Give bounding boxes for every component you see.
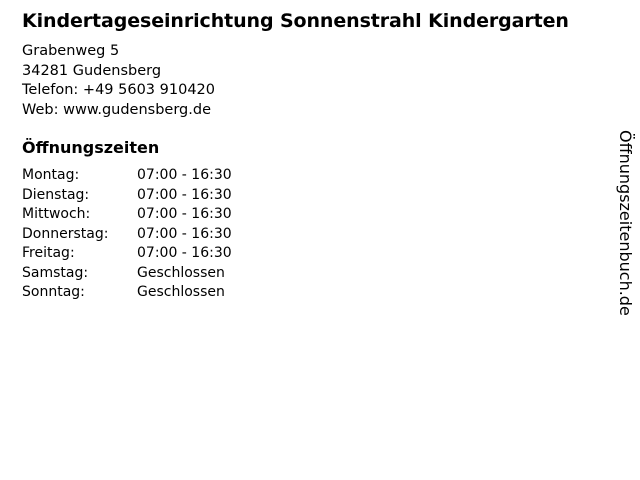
day-label: Samstag: <box>22 264 89 281</box>
day-hours: Geschlossen <box>137 284 225 300</box>
day-label: Freitag: <box>22 245 75 261</box>
address-block: Grabenweg 5 34281 Gudensberg Telefon: +4… <box>22 42 602 120</box>
address-phone: Telefon: +49 5603 910420 <box>22 82 215 98</box>
table-row: Mittwoch: 07:00 - 16:30 <box>22 205 297 225</box>
table-row: Freitag: 07:00 - 16:30 <box>22 244 297 264</box>
address-street: Grabenweg 5 <box>22 43 120 59</box>
day-label: Donnerstag: <box>22 225 109 242</box>
address-city: 34281 Gudensberg <box>22 62 162 79</box>
day-hours: 07:00 - 16:30 <box>137 245 232 261</box>
opening-hours-body: Montag: 07:00 - 16:30 Dienstag: 07:00 - … <box>22 166 297 303</box>
day-hours: 07:00 - 16:30 <box>137 186 232 203</box>
watermark: Öffnungszeitenbuch.de <box>612 130 638 340</box>
opening-hours-table: Montag: 07:00 - 16:30 Dienstag: 07:00 - … <box>22 166 297 303</box>
page-title: Kindertageseinrichtung Sonnenstrahl Kind… <box>22 10 569 32</box>
day-label: Montag: <box>22 167 80 183</box>
day-label: Mittwoch: <box>22 206 91 222</box>
day-hours: 07:00 - 16:30 <box>137 225 232 242</box>
watermark-label: Öffnungszeitenbuch.de <box>616 130 635 316</box>
day-label: Sonntag: <box>22 284 85 300</box>
day-label: Dienstag: <box>22 186 90 203</box>
content-column: Kindertageseinrichtung Sonnenstrahl Kind… <box>22 0 602 303</box>
opening-hours-heading: Öffnungszeiten <box>22 138 160 157</box>
table-row: Dienstag: 07:00 - 16:30 <box>22 186 297 206</box>
table-row: Donnerstag: 07:00 - 16:30 <box>22 225 297 245</box>
day-hours: 07:00 - 16:30 <box>137 206 232 222</box>
address-web: Web: www.gudensberg.de <box>22 101 211 118</box>
table-row: Samstag: Geschlossen <box>22 264 297 284</box>
day-hours: 07:00 - 16:30 <box>137 167 232 183</box>
table-row: Montag: 07:00 - 16:30 <box>22 166 297 186</box>
table-row: Sonntag: Geschlossen <box>22 283 297 303</box>
day-hours: Geschlossen <box>137 264 225 281</box>
